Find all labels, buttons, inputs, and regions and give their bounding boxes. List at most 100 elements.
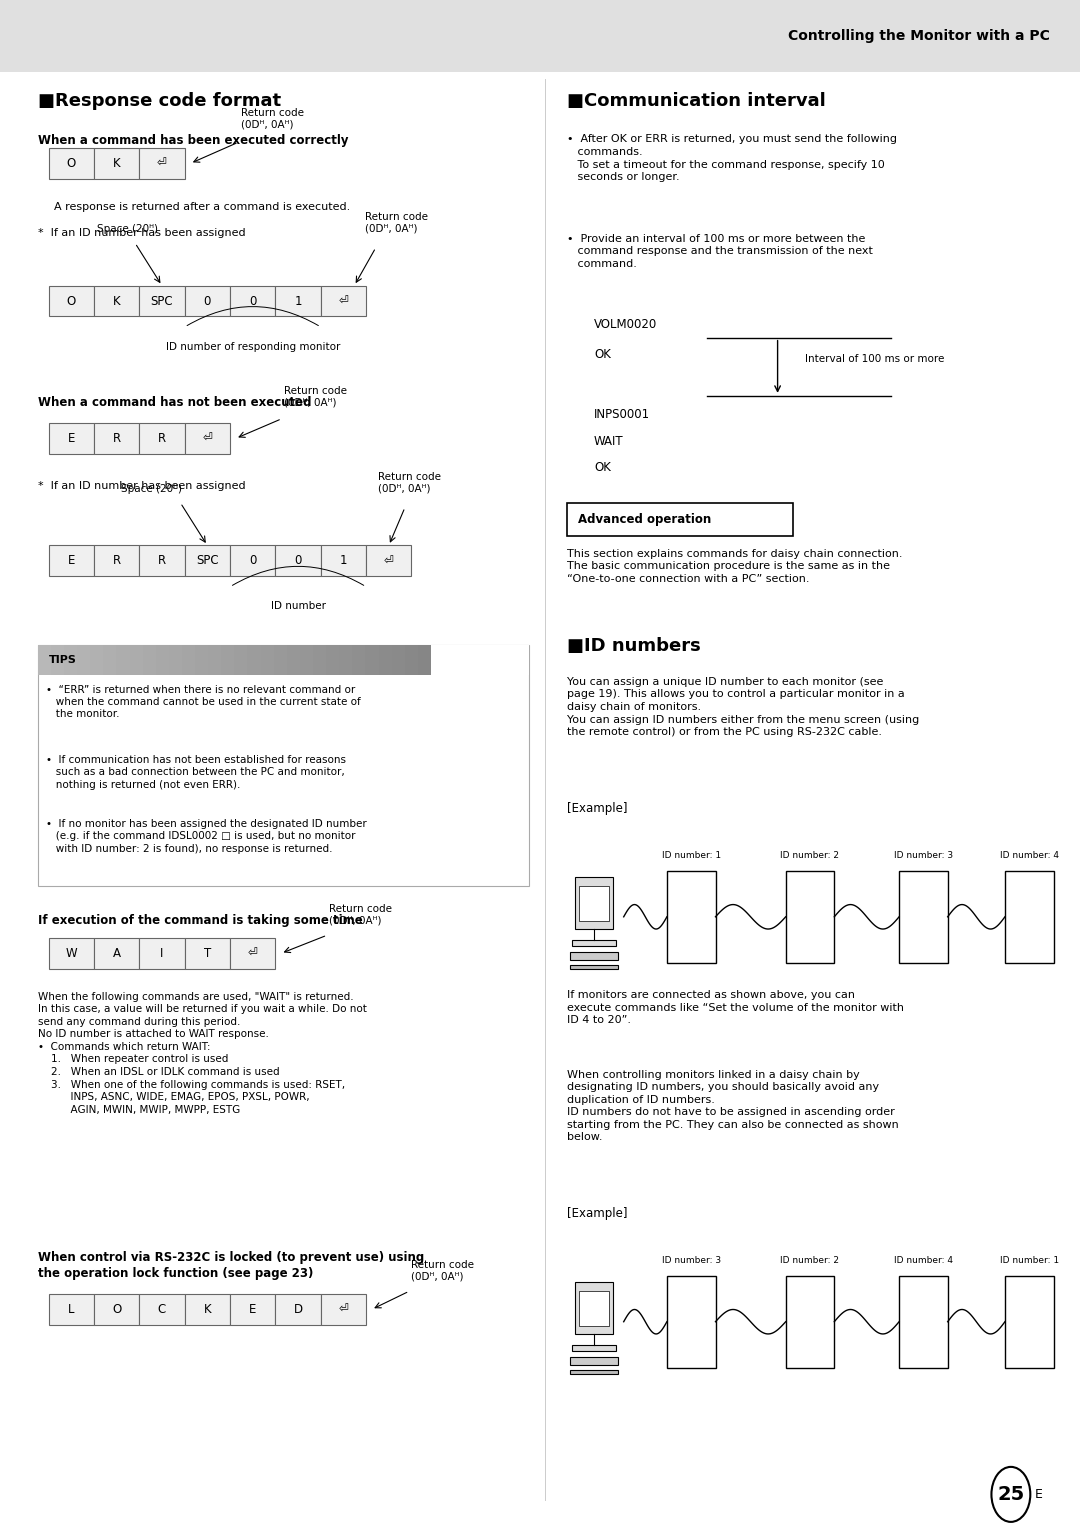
Bar [570,952,618,961]
Bar [378,645,393,675]
Text: INPS0001: INPS0001 [594,408,650,422]
Text: *  If an ID number has been assigned: * If an ID number has been assigned [38,228,245,238]
Bar [77,645,92,675]
Bar [579,886,609,921]
Text: C: C [158,1303,166,1316]
Text: Controlling the Monitor with a PC: Controlling the Monitor with a PC [788,29,1050,43]
Bar [38,645,529,886]
Bar [339,645,353,675]
Text: *  If an ID number has been assigned: * If an ID number has been assigned [38,481,245,492]
Bar [221,645,235,675]
Bar [91,645,105,675]
Bar [570,964,618,969]
Text: SPC: SPC [197,555,218,567]
Bar [139,938,185,969]
Text: •  If no monitor has been assigned the designated ID number
   (e.g. if the comm: • If no monitor has been assigned the de… [46,819,367,854]
Bar [195,645,210,675]
Bar [230,286,275,316]
Bar [49,938,94,969]
Text: You can assign a unique ID number to each monitor (see
page 19). This allows you: You can assign a unique ID number to eac… [567,677,919,736]
Text: ⏎: ⏎ [338,1303,349,1316]
Text: ■ID numbers: ■ID numbers [567,637,701,656]
Text: ⏎: ⏎ [247,947,258,960]
Bar [139,148,185,179]
Text: Return code
(0Dᴴ, 0Aᴴ): Return code (0Dᴴ, 0Aᴴ) [241,108,303,130]
Text: [Example]: [Example] [567,1207,627,1221]
Text: •  Provide an interval of 100 ms or more between the
   command response and the: • Provide an interval of 100 ms or more … [567,234,873,269]
Bar [143,645,157,675]
Text: ■Communication interval: ■Communication interval [567,92,826,110]
Bar [352,645,366,675]
Bar [168,645,183,675]
Bar [49,286,94,316]
Text: •  After OK or ERR is returned, you must send the following
   commands.
   To s: • After OK or ERR is returned, you must … [567,134,897,182]
Text: When a command has not been executed: When a command has not been executed [38,396,311,410]
Bar [104,645,118,675]
Bar [570,1357,618,1366]
Text: ID number of responding monitor: ID number of responding monitor [165,342,340,353]
Text: 25: 25 [997,1485,1025,1504]
Text: A: A [112,947,121,960]
Bar [1005,1276,1054,1368]
Text: If execution of the command is taking some time: If execution of the command is taking so… [38,914,363,927]
Bar [117,645,131,675]
Bar [667,1276,716,1368]
Bar [94,148,139,179]
Text: When the following commands are used, "WAIT" is returned.
In this case, a value : When the following commands are used, "W… [38,992,367,1115]
Bar [575,1282,613,1334]
Bar [300,645,314,675]
Text: VOLM0020: VOLM0020 [594,318,658,332]
Bar [667,871,716,963]
Bar [273,645,288,675]
Bar [786,1276,835,1368]
Bar [405,645,419,675]
Text: ID number: 1: ID number: 1 [1000,1256,1058,1265]
Bar [418,645,432,675]
Text: E: E [1035,1488,1042,1500]
Bar [185,286,230,316]
Text: ⏎: ⏎ [383,555,394,567]
Bar [49,423,94,454]
Text: D: D [294,1303,302,1316]
Text: 0: 0 [249,555,256,567]
Bar [899,871,948,963]
Text: ■Response code format: ■Response code format [38,92,281,110]
Text: Return code
(0Dᴴ, 0Aᴴ): Return code (0Dᴴ, 0Aᴴ) [284,387,347,408]
Bar [392,645,406,675]
Text: 1: 1 [295,295,301,307]
Bar [51,645,65,675]
Text: ID number: 2: ID number: 2 [781,1256,839,1265]
Bar [49,148,94,179]
Bar [1005,871,1054,963]
Bar [275,545,321,576]
Bar [260,645,274,675]
Bar [185,423,230,454]
Bar [130,645,144,675]
Text: ID number: 1: ID number: 1 [662,851,720,860]
Text: I: I [160,947,164,960]
Text: WAIT: WAIT [594,435,623,449]
Text: Space (20ᴴ): Space (20ᴴ) [97,223,158,234]
Bar [431,645,529,675]
Text: [Example]: [Example] [567,802,627,816]
Text: When controlling monitors linked in a daisy chain by
designating ID numbers, you: When controlling monitors linked in a da… [567,1070,899,1143]
Text: O: O [112,1303,121,1316]
Text: OK: OK [594,461,611,475]
Bar [139,545,185,576]
Text: E: E [68,432,75,445]
Bar [185,545,230,576]
Text: A response is returned after a command is executed.: A response is returned after a command i… [54,202,350,212]
Bar [579,1291,609,1326]
Text: When control via RS-232C is locked (to prevent use) using
the operation lock fun: When control via RS-232C is locked (to p… [38,1251,424,1280]
Text: R: R [112,432,121,445]
Bar [575,877,613,929]
Bar [64,645,78,675]
Text: ID number: ID number [271,601,325,611]
Bar [786,871,835,963]
Text: 0: 0 [249,295,256,307]
Bar [139,286,185,316]
Text: This section explains commands for daisy chain connection.
The basic communicati: This section explains commands for daisy… [567,549,903,584]
Bar [0,0,1080,72]
Bar [571,940,617,946]
Bar [321,545,366,576]
